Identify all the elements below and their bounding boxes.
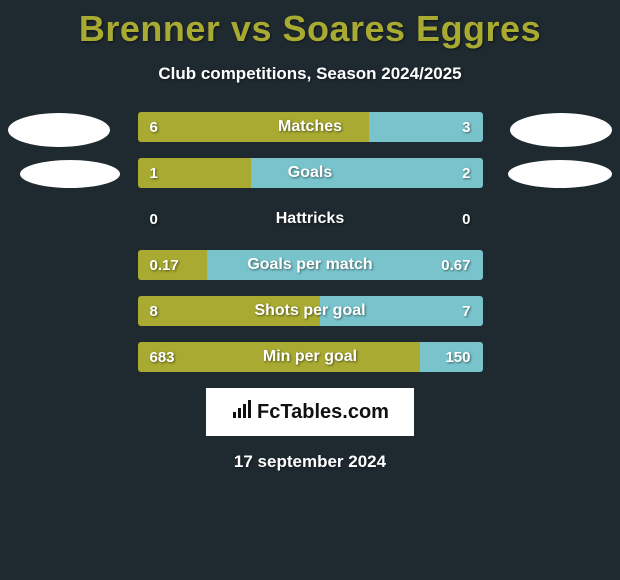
avatar-left-1: [8, 113, 110, 147]
stat-bar-right: [251, 158, 482, 188]
stat-row: Goals12: [138, 158, 483, 188]
stat-bars: Matches63 Goals12 Hattricks0 0 Goals per mat…: [138, 112, 483, 372]
avatar-left-2: [20, 160, 120, 188]
avatar-right-2: [508, 160, 612, 188]
stat-row: Goals per match0.170.67: [138, 250, 483, 280]
stat-bar-left: [138, 250, 207, 280]
stat-label: Hattricks: [138, 204, 483, 234]
page-subtitle: Club competitions, Season 2024/2025: [0, 64, 620, 84]
stat-bar-left: [138, 342, 421, 372]
logo-text: FcTables.com: [257, 401, 389, 424]
avatar-right-1: [510, 113, 612, 147]
stat-row: Shots per goal87: [138, 296, 483, 326]
stat-value-right: 0: [462, 204, 470, 234]
logo-badge: FcTables.com: [206, 388, 414, 436]
stat-row: Matches63: [138, 112, 483, 142]
stat-bar-right: [207, 250, 483, 280]
chart-icon: [231, 400, 253, 424]
stat-row: Hattricks0 0: [138, 204, 483, 234]
date-label: 17 september 2024: [0, 452, 620, 472]
stat-bar-right: [369, 112, 483, 142]
stat-bar-left: [138, 296, 321, 326]
stat-bar-left: [138, 112, 369, 142]
stat-value-left: 0: [150, 204, 158, 234]
stat-bar-right: [420, 342, 482, 372]
comparison-panel: Matches63 Goals12 Hattricks0 0 Goals per mat…: [0, 112, 620, 372]
stat-row: Min per goal683150: [138, 342, 483, 372]
page-title: Brenner vs Soares Eggres: [0, 0, 620, 50]
stat-bar-right: [320, 296, 482, 326]
stat-bar-left: [138, 158, 252, 188]
